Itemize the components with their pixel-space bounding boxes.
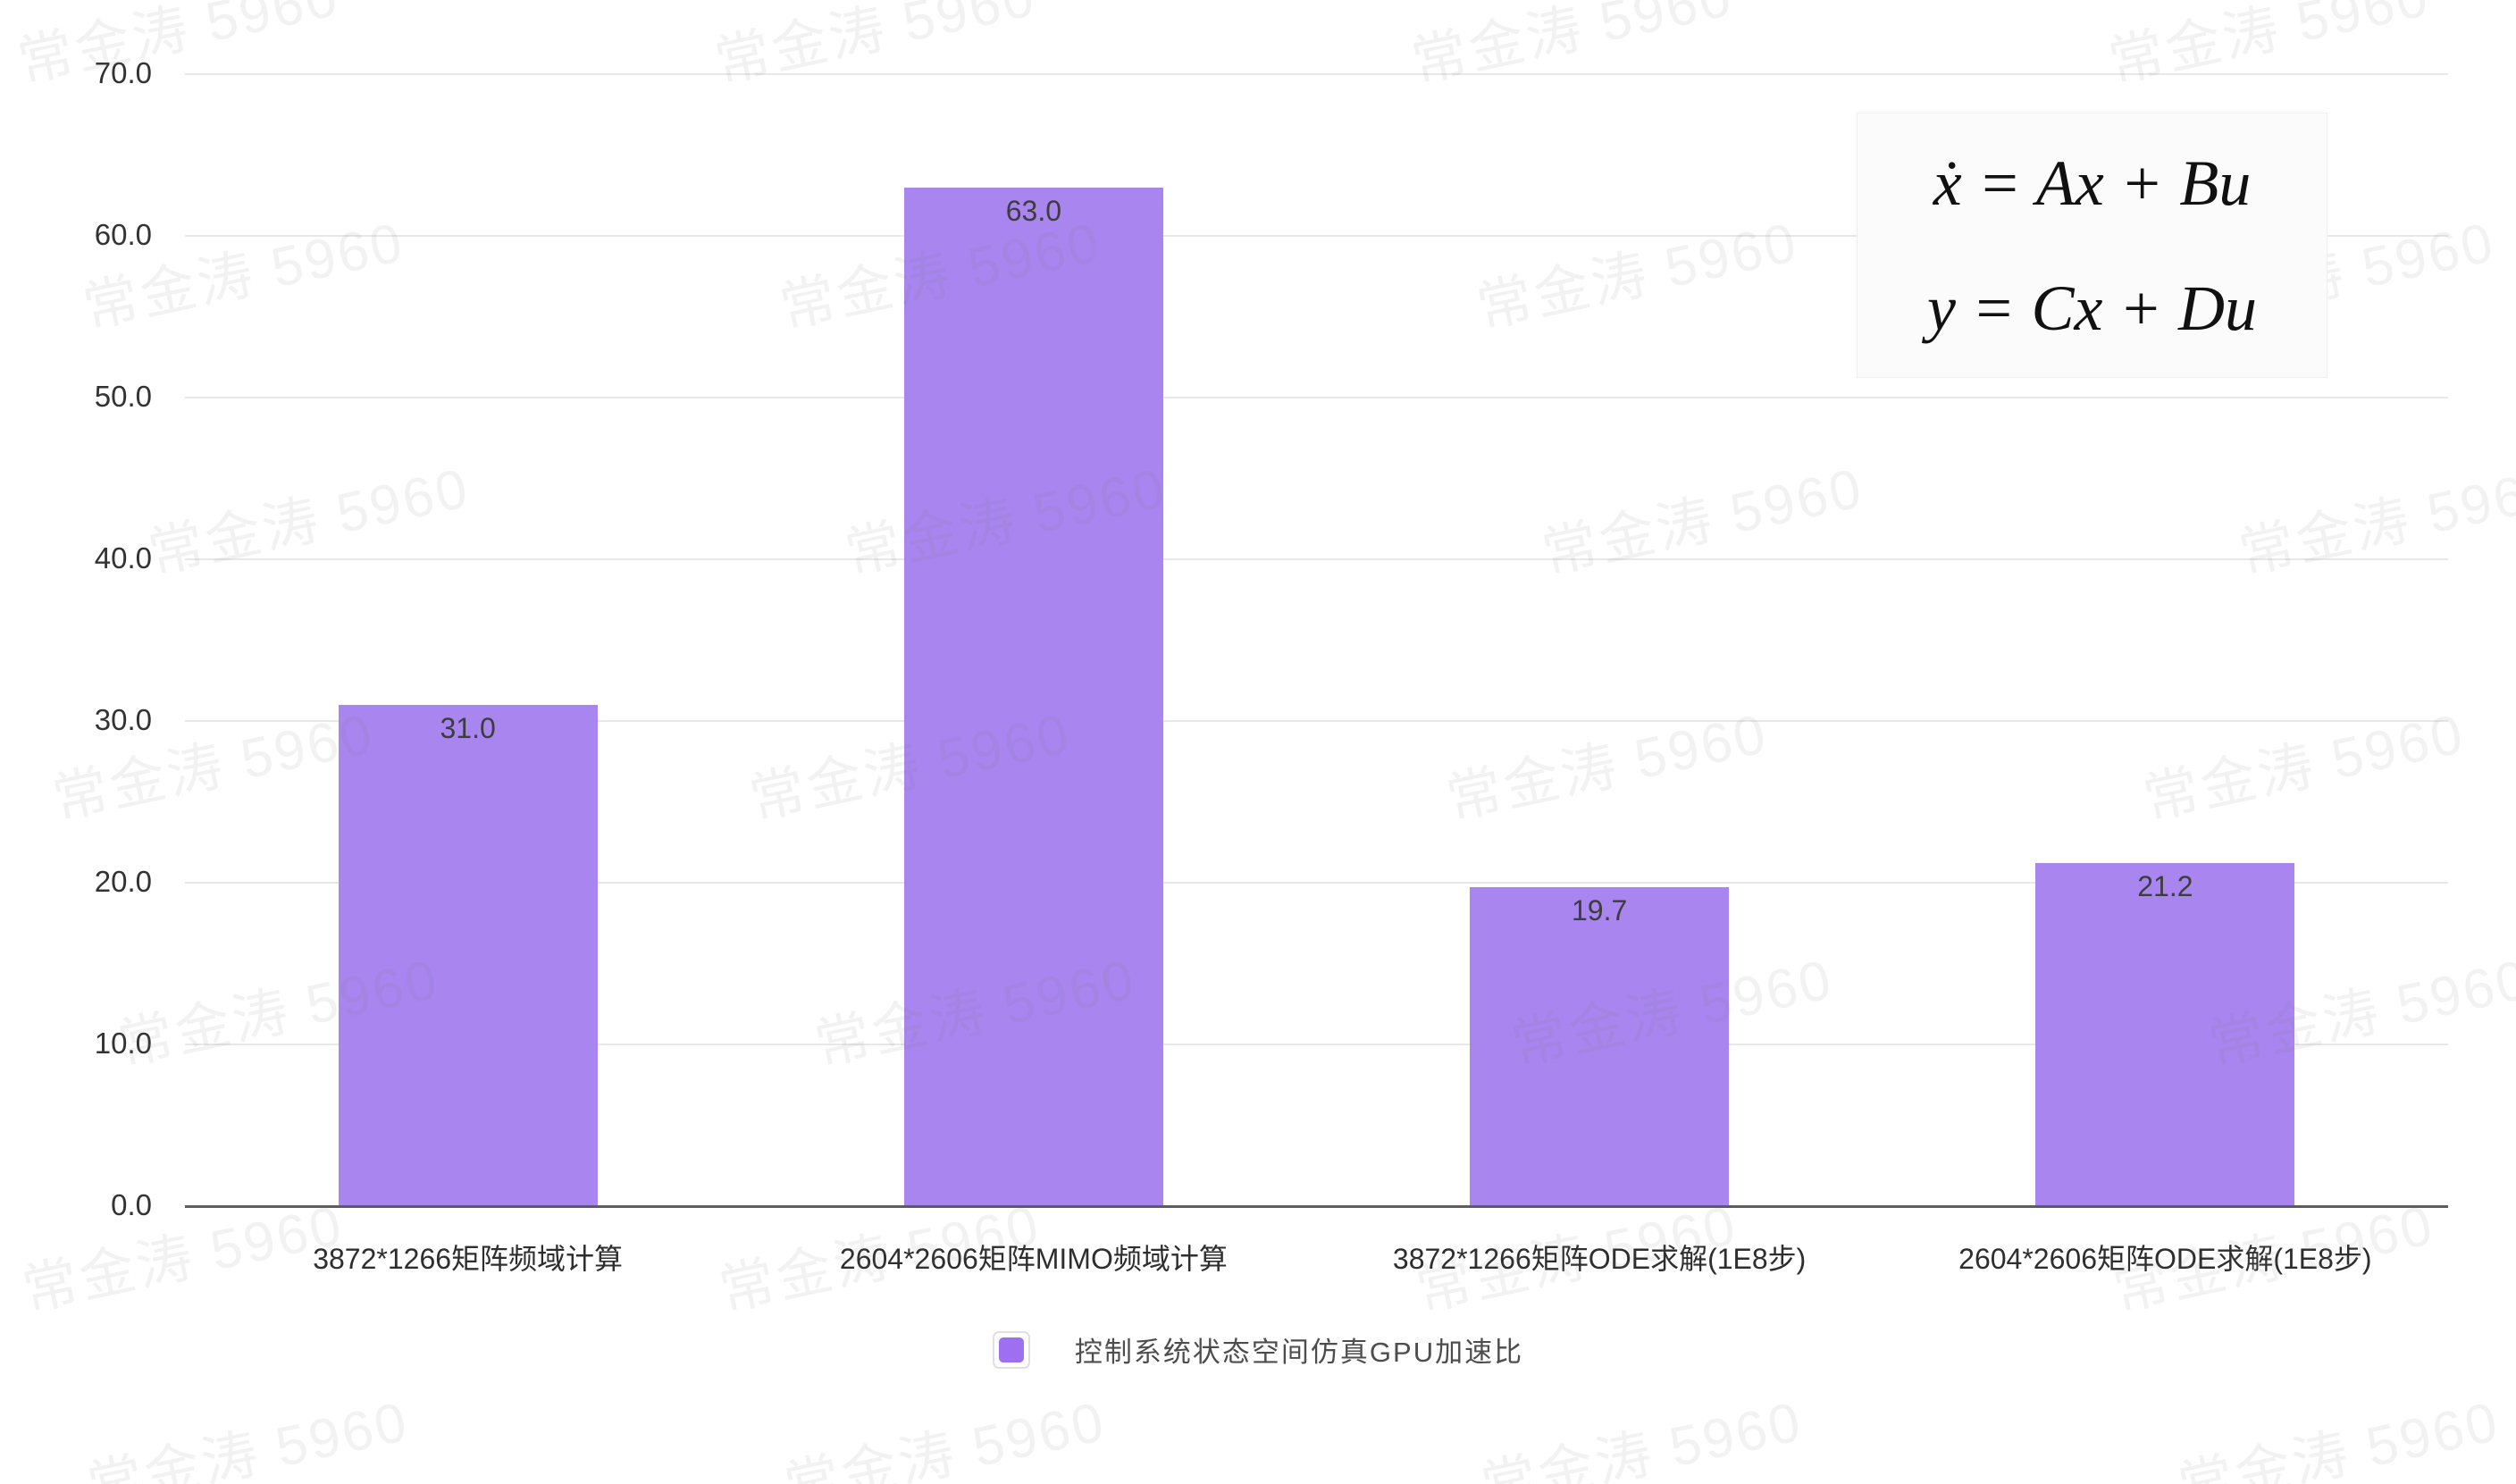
x-axis-category-label: 2604*2606矩阵MIMO频域计算	[839, 1243, 1228, 1275]
bar-0[interactable]	[338, 704, 598, 1206]
watermark-text: 常金涛 5960	[1406, 0, 1739, 95]
chart-legend[interactable]: 控制系统状态空间仿真GPU加速比	[0, 1329, 2516, 1370]
watermark-text: 常金涛 5960	[17, 1194, 349, 1323]
watermark-text: 常金涛 5960	[2138, 702, 2470, 832]
watermark-text: 常金涛 5960	[143, 457, 475, 586]
watermark-text: 常金涛 5960	[2103, 0, 2436, 95]
state-space-formula-box: ẋ = Ax + Bu y = Cx + Du	[1857, 113, 2327, 378]
y-axis-tick-label: 70.0	[94, 56, 152, 90]
x-axis-category-label: 2604*2606矩阵ODE求解(1E8步)	[1958, 1243, 2372, 1275]
bar-1[interactable]	[903, 187, 1163, 1206]
watermark-text: 常金涛 5960	[2234, 457, 2516, 586]
bar-3[interactable]	[2035, 863, 2295, 1206]
gridline-y-60.0	[185, 235, 2448, 237]
y-axis-tick-label: 20.0	[94, 865, 152, 899]
formula-state-equation: ẋ = Ax + Bu	[1933, 147, 2252, 219]
watermark-text: 常金涛 5960	[82, 1390, 415, 1484]
watermark-text: 常金涛 5960	[1472, 211, 1804, 340]
legend-marker-fill	[998, 1337, 1024, 1362]
y-axis-tick-label: 30.0	[94, 703, 152, 737]
bar-value-label: 31.0	[440, 711, 496, 744]
watermark-text: 常金涛 5960	[1476, 1390, 1808, 1484]
x-axis-category-label: 3872*1266矩阵频域计算	[313, 1243, 624, 1275]
bar-value-label: 21.2	[2137, 870, 2193, 903]
bar-value-label: 19.7	[1571, 894, 1628, 927]
legend-marker-icon	[992, 1330, 1030, 1369]
bar-value-label: 63.0	[1005, 194, 1062, 227]
y-axis-tick-label: 10.0	[94, 1027, 152, 1061]
watermark-text: 常金涛 5960	[13, 0, 345, 95]
legend-label: 控制系统状态空间仿真GPU加速比	[1074, 1337, 1524, 1368]
gridline-y-50.0	[185, 397, 2448, 398]
formula-output-equation: y = Cx + Du	[1926, 272, 2258, 344]
bar-2[interactable]	[1470, 887, 1730, 1206]
watermark-text: 常金涛 5960	[709, 0, 1042, 95]
watermark-text: 常金涛 5960	[1537, 457, 1869, 586]
y-axis-tick-label: 50.0	[94, 380, 152, 414]
y-axis-tick-label: 60.0	[94, 218, 152, 252]
gridline-y-20.0	[185, 882, 2448, 884]
y-axis-tick-label: 0.0	[111, 1188, 152, 1222]
gridline-y-40.0	[185, 558, 2448, 560]
x-axis-line	[185, 1205, 2448, 1208]
x-axis-category-label: 3872*1266矩阵ODE求解(1E8步)	[1392, 1243, 1807, 1275]
watermark-text: 常金涛 5960	[1441, 702, 1774, 832]
y-axis-tick-label: 40.0	[94, 541, 152, 575]
gridline-y-30.0	[185, 720, 2448, 722]
watermark-text: 常金涛 5960	[2173, 1390, 2505, 1484]
watermark-text: 常金涛 5960	[779, 1390, 1111, 1484]
gridline-y-70.0	[185, 73, 2448, 75]
gridline-y-10.0	[185, 1044, 2448, 1045]
